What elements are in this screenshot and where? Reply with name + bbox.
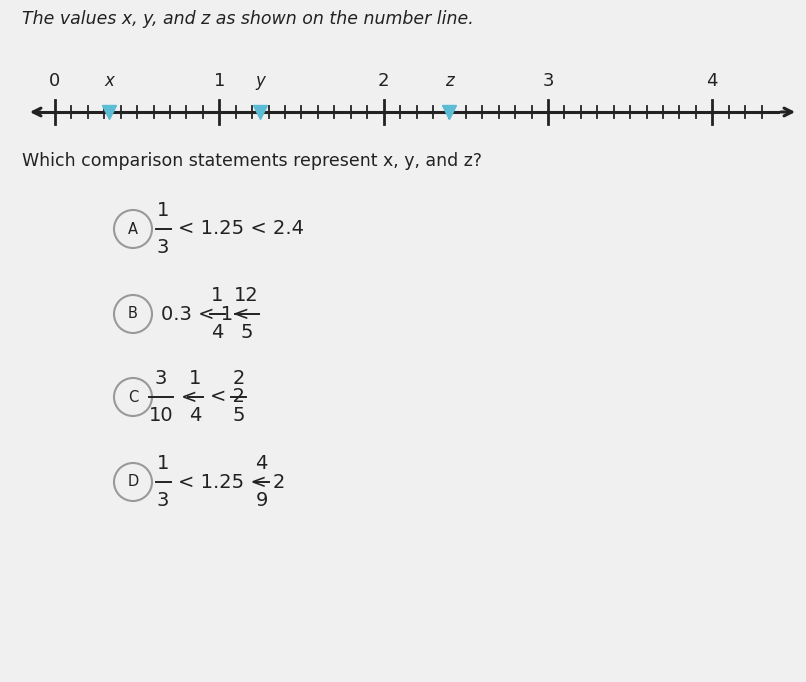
- Text: 1: 1: [157, 454, 169, 473]
- Text: < 2: < 2: [210, 387, 246, 406]
- Text: 9: 9: [256, 491, 268, 510]
- Text: z: z: [445, 72, 454, 90]
- Text: 2: 2: [232, 369, 245, 388]
- Text: 5: 5: [232, 406, 245, 425]
- Text: 0: 0: [49, 72, 60, 90]
- Text: B: B: [128, 306, 138, 321]
- Text: 10: 10: [148, 406, 173, 425]
- Text: A: A: [128, 222, 138, 237]
- Text: 12: 12: [234, 286, 259, 305]
- Text: y: y: [256, 72, 265, 90]
- Text: 1: 1: [157, 201, 169, 220]
- Text: 0.3 < 1: 0.3 < 1: [161, 304, 233, 323]
- Text: 1: 1: [189, 369, 202, 388]
- Text: 3: 3: [542, 72, 554, 90]
- Text: 4: 4: [707, 72, 718, 90]
- Text: < 1.25 < 2.4: < 1.25 < 2.4: [178, 220, 305, 239]
- Text: <: <: [181, 387, 197, 406]
- Text: 4: 4: [211, 323, 223, 342]
- Text: 4: 4: [256, 454, 268, 473]
- Text: The values x, y, and z as shown on the number line.: The values x, y, and z as shown on the n…: [22, 10, 474, 28]
- Text: 1: 1: [211, 286, 223, 305]
- Text: 3: 3: [157, 491, 169, 510]
- Text: 4: 4: [189, 406, 202, 425]
- Text: <: <: [232, 304, 249, 323]
- Text: 5: 5: [240, 323, 253, 342]
- Text: Which comparison statements represent x, y, and z?: Which comparison statements represent x,…: [22, 152, 482, 170]
- Text: < 1.25 < 2: < 1.25 < 2: [178, 473, 286, 492]
- Text: C: C: [128, 389, 138, 404]
- Text: 1: 1: [214, 72, 225, 90]
- Text: 3: 3: [155, 369, 167, 388]
- Text: D: D: [127, 475, 139, 490]
- Text: 3: 3: [157, 238, 169, 257]
- Text: x: x: [104, 72, 114, 90]
- Text: 2: 2: [378, 72, 389, 90]
